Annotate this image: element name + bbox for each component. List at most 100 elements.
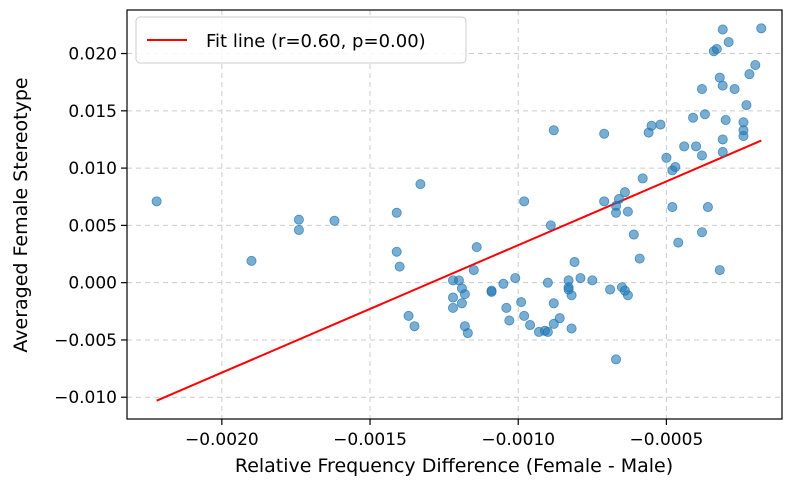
data-point (542, 326, 553, 337)
x-tick-label: −0.0020 (185, 430, 259, 450)
data-point (702, 202, 713, 213)
data-point (599, 196, 610, 207)
data-point (717, 134, 728, 145)
y-tick-label: −0.010 (54, 388, 117, 408)
y-tick-label: 0.015 (68, 102, 117, 122)
data-point (673, 237, 684, 248)
data-point (403, 310, 414, 321)
data-point (246, 255, 257, 266)
data-point (456, 298, 467, 309)
data-point (525, 320, 536, 331)
data-point (646, 120, 657, 131)
data-point (696, 227, 707, 238)
data-point (486, 286, 497, 297)
legend-box (135, 16, 467, 64)
data-point (667, 202, 678, 213)
data-point (750, 59, 761, 70)
legend-fit-line-label: Fit line (r=0.60, p=0.00) (206, 31, 426, 52)
data-point (151, 196, 162, 207)
data-point (329, 215, 340, 226)
data-point (575, 273, 586, 284)
data-point (741, 100, 752, 111)
data-point (448, 302, 459, 313)
data-point (628, 229, 639, 240)
data-point (471, 242, 482, 253)
x-tick-label: −0.0010 (481, 430, 555, 450)
data-point (756, 23, 767, 34)
data-point (566, 290, 577, 301)
data-point (714, 265, 725, 276)
data-point (611, 354, 622, 365)
data-point (717, 147, 728, 158)
data-point (655, 119, 666, 130)
data-point (293, 214, 304, 225)
data-point (468, 265, 479, 276)
data-point (599, 128, 610, 139)
data-point (691, 141, 702, 152)
data-point (293, 224, 304, 235)
data-point (554, 313, 565, 324)
data-point (501, 302, 512, 313)
x-axis-ticks: −0.0020 −0.0015 −0.0010 −0.0005 (185, 419, 703, 450)
data-point (548, 125, 559, 136)
y-axis-ticks: −0.010 −0.005 0.000 0.005 0.010 0.015 0.020 (54, 45, 127, 408)
y-axis-title: Averaged Female Stereotype (10, 77, 32, 352)
data-point (391, 207, 402, 218)
data-point (661, 152, 672, 163)
data-point (415, 179, 426, 190)
data-point (519, 310, 530, 321)
data-point (391, 246, 402, 257)
data-point (545, 220, 556, 231)
data-point (519, 196, 530, 207)
data-point (462, 328, 473, 339)
data-point (723, 37, 734, 48)
data-point (569, 257, 580, 268)
y-tick-label: 0.000 (68, 274, 117, 294)
data-point (634, 253, 645, 264)
data-point (566, 323, 577, 334)
data-point (744, 69, 755, 80)
data-point (670, 161, 681, 172)
x-tick-label: −0.0015 (333, 430, 407, 450)
x-tick-label: −0.0005 (630, 430, 704, 450)
data-point (542, 277, 553, 288)
legend: Fit line (r=0.60, p=0.00) (135, 16, 467, 64)
data-point (448, 292, 459, 303)
data-point (510, 273, 521, 284)
data-point (548, 298, 559, 309)
fit-line (156, 139, 762, 402)
data-point (729, 84, 740, 95)
plot-frame (126, 9, 783, 420)
data-point (720, 114, 731, 125)
data-point (619, 187, 630, 198)
data-point (717, 80, 728, 91)
data-point (498, 278, 509, 289)
grid (127, 10, 782, 419)
y-tick-label: 0.005 (68, 216, 117, 236)
data-point (717, 24, 728, 35)
data-point (711, 43, 722, 54)
data-point (459, 289, 470, 300)
data-point (738, 131, 749, 142)
data-point (637, 173, 648, 184)
data-point (699, 109, 710, 120)
data-point (696, 150, 707, 161)
x-axis-title: Relative Frequency Difference (Female - … (235, 455, 673, 477)
data-points (151, 23, 767, 365)
data-point (504, 315, 515, 326)
data-point (738, 117, 749, 128)
y-tick-label: 0.010 (68, 159, 117, 179)
data-point (409, 321, 420, 332)
data-point (696, 84, 707, 95)
data-point (679, 141, 690, 152)
fit-line-layer (156, 139, 762, 402)
data-point (605, 284, 616, 295)
y-tick-label: −0.005 (54, 331, 117, 351)
data-point (611, 207, 622, 218)
data-point (613, 194, 624, 205)
data-point (587, 275, 598, 286)
data-point (622, 206, 633, 217)
data-point (516, 297, 527, 308)
data-point (688, 112, 699, 123)
